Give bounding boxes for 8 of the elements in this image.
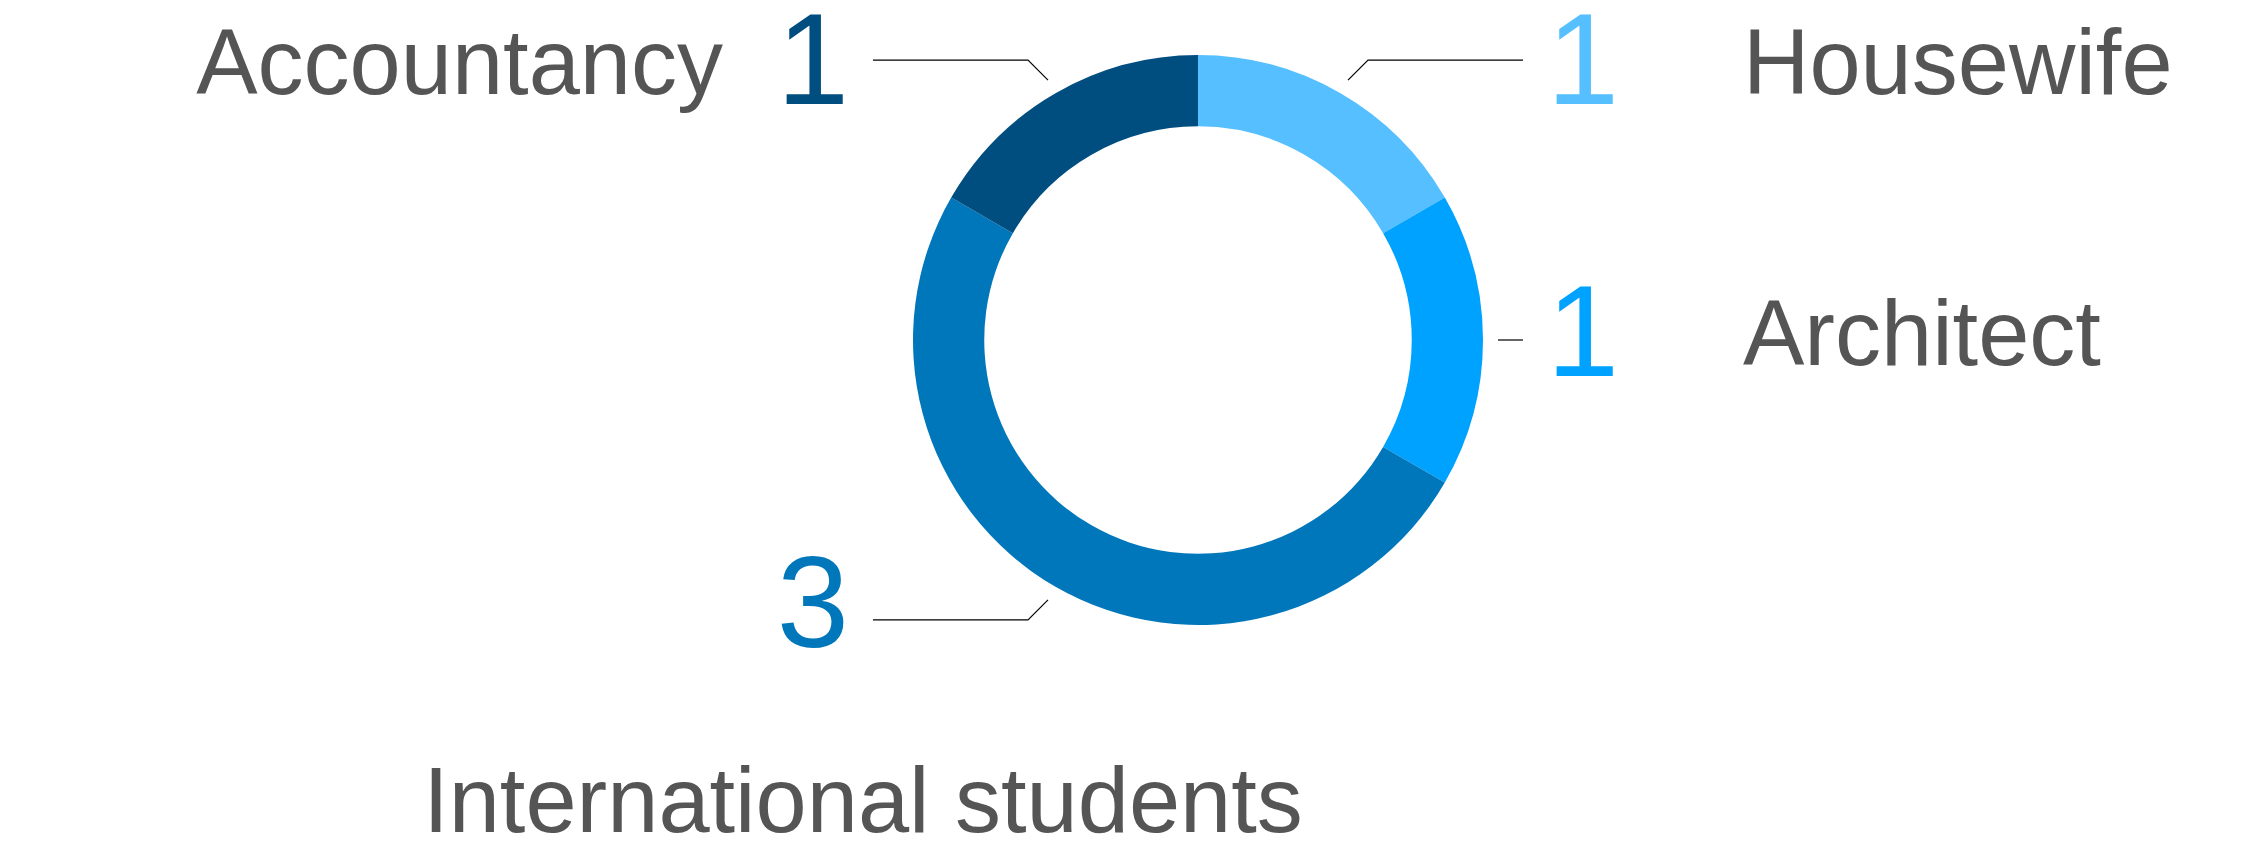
slice-label: Housewife <box>1743 10 2173 113</box>
data-label: 1 <box>776 0 850 133</box>
slice-label: Accountancy <box>196 10 723 113</box>
data-label: 1 <box>1546 257 1620 404</box>
data-label: 1 <box>1546 0 1620 133</box>
slice-label: International students <box>423 748 1303 851</box>
data-label: 3 <box>776 529 850 676</box>
slice-label: Architect <box>1743 282 2101 385</box>
